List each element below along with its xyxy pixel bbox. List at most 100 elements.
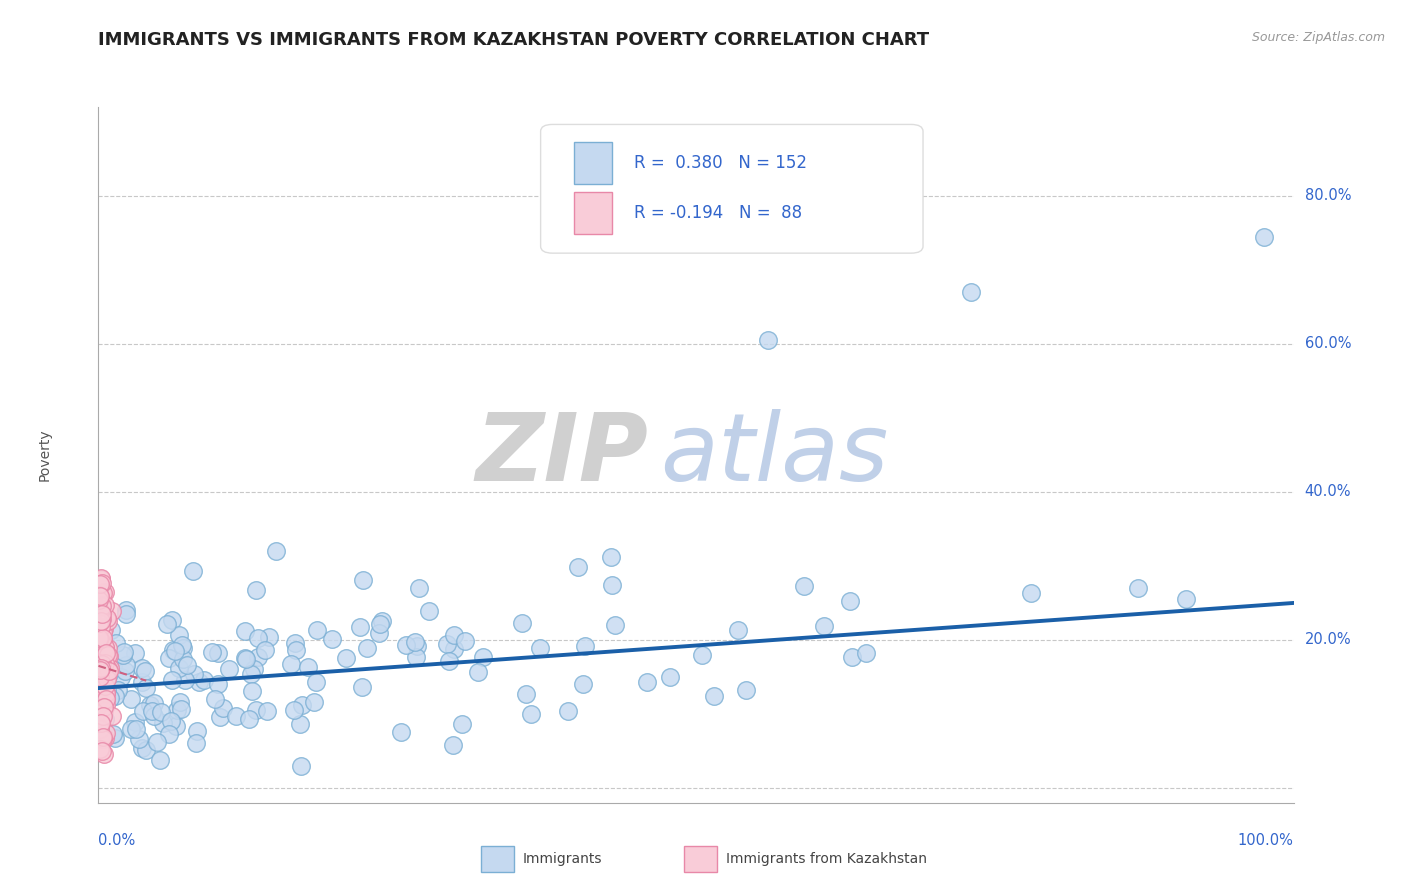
Point <box>209 710 232 724</box>
Point <box>173 673 195 687</box>
Point <box>599 550 621 565</box>
FancyBboxPatch shape <box>685 846 717 872</box>
Point <box>91 607 114 621</box>
Point <box>176 658 198 673</box>
Point <box>370 615 392 629</box>
Text: 60.0%: 60.0% <box>1305 336 1351 351</box>
Point <box>165 644 187 658</box>
Point <box>97 648 120 663</box>
Point <box>96 672 118 686</box>
FancyBboxPatch shape <box>574 142 613 184</box>
Point <box>1128 581 1150 595</box>
Point <box>94 726 117 740</box>
Point <box>89 722 111 736</box>
Point <box>91 631 114 645</box>
Point <box>172 638 194 652</box>
Point <box>87 587 110 601</box>
Point <box>727 624 749 638</box>
Point <box>201 645 224 659</box>
Point <box>443 641 465 656</box>
Point <box>451 716 474 731</box>
Point <box>89 659 111 673</box>
Point <box>245 703 267 717</box>
Point <box>143 709 166 723</box>
Point <box>90 572 112 586</box>
Point <box>600 578 623 592</box>
Point <box>841 650 863 665</box>
Point <box>93 624 115 639</box>
Point <box>441 739 464 753</box>
Point <box>141 704 163 718</box>
Point <box>152 716 174 731</box>
Point <box>91 656 114 670</box>
Point <box>87 620 110 634</box>
Point <box>405 635 427 649</box>
Point <box>160 673 183 688</box>
Point <box>94 598 117 612</box>
Point <box>204 692 226 706</box>
Point <box>89 682 111 697</box>
FancyBboxPatch shape <box>574 192 613 234</box>
Point <box>240 666 263 681</box>
Point <box>96 682 118 697</box>
Point <box>91 672 114 686</box>
Point <box>90 657 112 671</box>
Point <box>690 648 713 662</box>
Point <box>352 681 374 695</box>
Point <box>166 703 188 717</box>
Point <box>264 544 287 558</box>
Point <box>183 564 205 578</box>
Point <box>335 651 357 665</box>
Point <box>94 685 117 699</box>
Point <box>391 725 413 739</box>
Point <box>97 640 120 655</box>
Point <box>90 640 112 654</box>
Point <box>131 741 153 756</box>
Point <box>91 585 114 599</box>
Point <box>157 650 180 665</box>
Point <box>90 661 112 675</box>
Point <box>139 698 162 712</box>
Point <box>813 619 835 633</box>
Point <box>855 646 877 660</box>
Point <box>91 731 114 746</box>
Point <box>87 592 110 607</box>
Point <box>104 635 127 649</box>
Point <box>94 712 117 726</box>
Point <box>91 632 114 647</box>
Point <box>91 658 114 673</box>
Point <box>756 333 779 347</box>
Point <box>443 628 465 642</box>
Point <box>115 607 138 622</box>
Point <box>225 709 247 723</box>
Point <box>557 704 579 718</box>
Point <box>283 703 305 717</box>
Point <box>93 704 115 718</box>
Point <box>247 650 270 665</box>
Point <box>170 702 193 716</box>
Point <box>149 706 172 720</box>
Point <box>111 648 134 663</box>
Point <box>89 715 111 730</box>
Point <box>132 705 155 719</box>
Point <box>356 640 378 655</box>
Point <box>93 693 115 707</box>
Point <box>115 603 138 617</box>
Point <box>167 661 190 675</box>
Point <box>471 649 494 664</box>
Text: 100.0%: 100.0% <box>1237 833 1294 848</box>
Point <box>87 630 110 644</box>
Point <box>97 614 120 628</box>
Point <box>101 658 124 673</box>
Point <box>94 679 117 693</box>
Point <box>100 623 122 637</box>
Point <box>110 670 132 684</box>
Point <box>166 719 188 733</box>
Point <box>285 643 308 657</box>
Point <box>90 665 112 679</box>
Point <box>658 669 681 683</box>
Point <box>1175 592 1198 607</box>
Point <box>256 704 278 718</box>
Point <box>89 577 111 591</box>
Point <box>159 714 181 728</box>
